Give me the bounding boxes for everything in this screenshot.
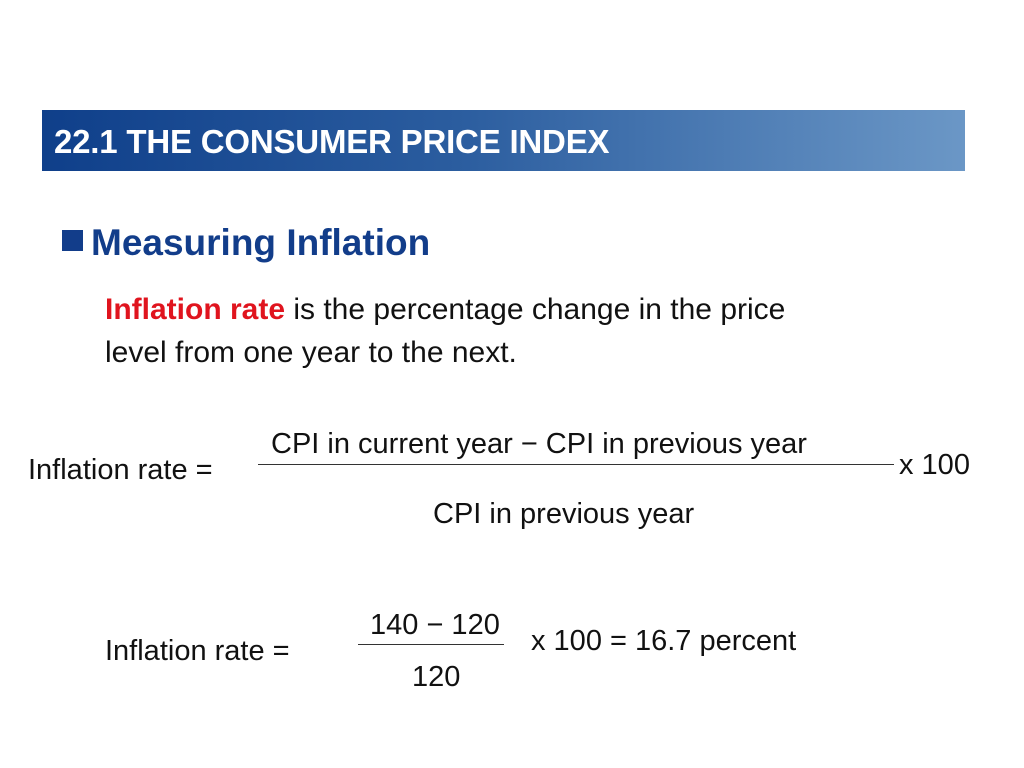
example-fraction-bar xyxy=(358,644,504,645)
example-formula-result: x 100 = 16.7 percent xyxy=(531,625,797,657)
definition-paragraph: Inflation rate is the percentage change … xyxy=(105,288,905,374)
example-formula-denominator: 120 xyxy=(412,661,461,693)
general-formula-multiplier: x 100 xyxy=(899,449,970,481)
definition-text-line2: level from one year to the next. xyxy=(105,336,517,369)
slide-title: 22.1 THE CONSUMER PRICE INDEX xyxy=(54,123,610,160)
general-formula-numerator: CPI in current year − CPI in previous ye… xyxy=(271,428,807,460)
example-formula-numerator: 140 − 120 xyxy=(370,609,500,641)
definition-term: Inflation rate xyxy=(105,293,286,326)
heading-text: Measuring Inflation xyxy=(91,222,431,263)
square-bullet-icon xyxy=(62,229,83,251)
general-formula-denominator: CPI in previous year xyxy=(433,498,695,530)
title-banner: 22.1 THE CONSUMER PRICE INDEX xyxy=(42,110,965,171)
section-heading: Measuring Inflation xyxy=(62,222,430,264)
general-fraction-bar xyxy=(258,464,894,465)
general-formula-lhs: Inflation rate = xyxy=(28,454,213,486)
definition-text-line1: is the percentage change in the price xyxy=(285,293,786,326)
example-formula-lhs: Inflation rate = xyxy=(105,635,290,667)
